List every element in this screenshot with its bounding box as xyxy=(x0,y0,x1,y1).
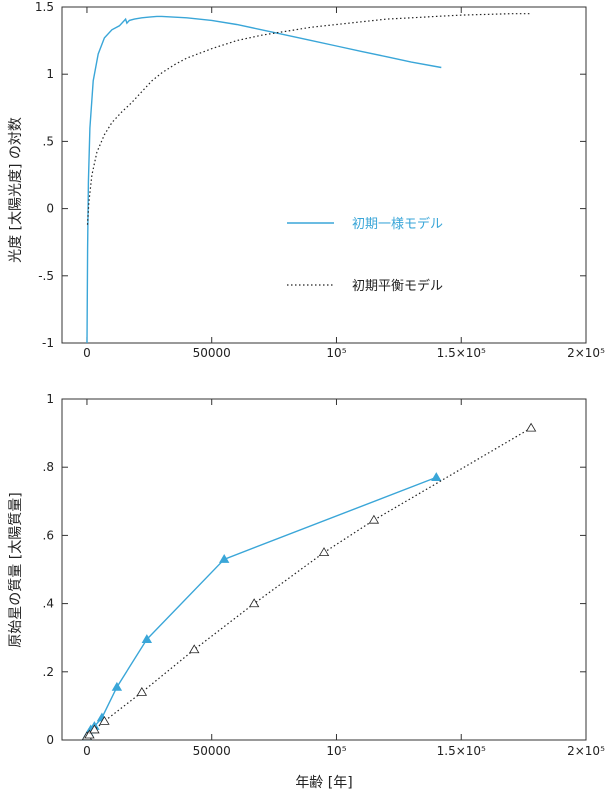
y-ticks: -1 -.5 0 .5 1 1.5 xyxy=(35,0,586,350)
y-tick-label: -1 xyxy=(42,336,54,350)
data-point-open-triangle xyxy=(84,729,95,739)
mass-chart: 0 .2 .4 .6 .8 1 0 50000 10⁵ 1.5×10⁵ 2×10⁵ 原始星の質量 … xyxy=(8,392,605,791)
data-point-open-triangle xyxy=(136,686,148,696)
y-tick-label: .4 xyxy=(43,597,54,611)
x-tick-label: 1.5×10⁵ xyxy=(437,346,486,360)
x-axis-title: 年齢 [年] xyxy=(295,775,352,791)
y-tick-label: 1.5 xyxy=(35,0,54,14)
x-tick-label: 10⁵ xyxy=(326,744,346,758)
y-tick-label: 0 xyxy=(46,202,54,216)
data-point-filled-triangle xyxy=(218,553,230,563)
plot-frame xyxy=(61,6,587,344)
series-line-0 xyxy=(86,476,437,737)
series-line-1 xyxy=(86,13,532,225)
luminosity-chart: -1 -.5 0 .5 1 1.5 0 50000 10⁵ 1.5×10⁵ 2×10⁵ 光度 [太… xyxy=(8,0,605,360)
y-axis-title: 光度 [太陽光度] の対数 xyxy=(8,117,24,263)
data-point-open-triangle xyxy=(99,715,110,725)
legend-label-equilibrium: 初期平衡モデル xyxy=(352,278,443,294)
x-tick-label: 2×10⁵ xyxy=(567,346,605,360)
legend-label-uniform: 初期一様モデル xyxy=(352,216,443,232)
series-line-1 xyxy=(86,427,532,738)
data-point-open-triangle xyxy=(189,644,200,654)
x-tick-label: 50000 xyxy=(193,346,231,360)
x-ticks: 0 50000 10⁵ 1.5×10⁵ 2×10⁵ xyxy=(83,399,605,758)
y-tick-label: 0 xyxy=(46,733,54,747)
y-axis-title: 原始星の質量 [太陽質量] xyxy=(8,492,24,647)
y-tick-label: .8 xyxy=(43,460,54,474)
data-point-filled-triangle xyxy=(431,472,442,481)
y-tick-label: .6 xyxy=(43,528,54,542)
x-ticks: 0 50000 10⁵ 1.5×10⁵ 2×10⁵ xyxy=(83,7,605,360)
y-ticks: 0 .2 .4 .6 .8 1 xyxy=(43,392,586,747)
series-layer xyxy=(86,13,532,344)
data-point-filled-triangle xyxy=(111,681,123,691)
data-point-filled-triangle xyxy=(141,634,153,643)
data-point-open-triangle xyxy=(89,724,100,734)
data-point-open-triangle xyxy=(368,514,380,524)
x-tick-label: 0 xyxy=(83,744,91,758)
data-point-open-triangle xyxy=(318,547,330,556)
data-point-open-triangle xyxy=(525,422,537,432)
y-tick-label: .5 xyxy=(43,134,54,148)
series-line-0 xyxy=(86,15,442,344)
plot-frame xyxy=(61,398,587,741)
y-tick-label: .2 xyxy=(43,665,54,679)
data-point-open-triangle xyxy=(248,598,260,608)
x-tick-label: 0 xyxy=(83,346,91,360)
y-tick-label: 1 xyxy=(46,67,54,81)
x-tick-label: 1.5×10⁵ xyxy=(437,744,486,758)
x-tick-label: 10⁵ xyxy=(326,346,346,360)
y-tick-label: 1 xyxy=(46,392,54,406)
y-tick-label: -.5 xyxy=(38,269,54,283)
x-tick-label: 50000 xyxy=(193,744,231,758)
legend: 初期一様モデル 初期平衡モデル xyxy=(287,216,443,294)
series-layer xyxy=(81,422,537,741)
x-tick-label: 2×10⁵ xyxy=(567,744,605,758)
